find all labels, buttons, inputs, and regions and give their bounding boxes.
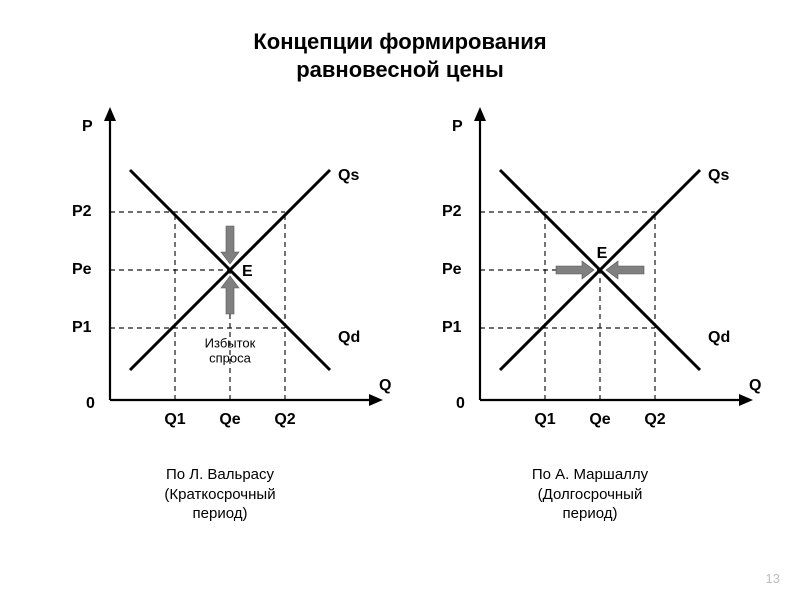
caption-marshall-line3: период) — [563, 505, 618, 522]
svg-text:Pe: Pe — [442, 261, 462, 278]
chart-panel-marshall: P P2 Pe P1 0 Q Q1 Qe Q2 Qs Qd E — [410, 100, 770, 460]
marshall-chart-svg: P P2 Pe P1 0 Q Q1 Qe Q2 Qs Qd E — [410, 100, 770, 460]
svg-text:P: P — [82, 118, 93, 135]
svg-text:Q1: Q1 — [164, 411, 185, 428]
walras-chart-svg: P P2 Pe P1 0 Q Q1 Qe Q2 Qs Qd E Избытокспроса — [40, 100, 400, 460]
svg-text:Q2: Q2 — [274, 411, 295, 428]
svg-text:Qd: Qd — [338, 329, 360, 346]
svg-text:P: P — [452, 118, 463, 135]
title-line-2: равновесной цены — [296, 57, 504, 82]
svg-text:P1: P1 — [442, 319, 462, 336]
caption-walras-line2: (Краткосрочный — [164, 486, 275, 503]
svg-text:Q1: Q1 — [534, 411, 555, 428]
svg-text:Qs: Qs — [708, 167, 729, 184]
svg-text:P2: P2 — [72, 203, 92, 220]
caption-walras-line3: период) — [193, 505, 248, 522]
title-line-1: Концепции формирования — [253, 29, 546, 54]
page-title: Концепции формирования равновесной цены — [0, 28, 800, 83]
svg-text:Q: Q — [379, 377, 391, 394]
svg-text:0: 0 — [456, 395, 465, 412]
svg-text:Pe: Pe — [72, 261, 92, 278]
caption-walras: По Л. Вальрасу (Краткосрочный период) — [40, 465, 400, 524]
caption-marshall: По А. Маршаллу (Долгосрочный период) — [410, 465, 770, 524]
svg-text:P2: P2 — [442, 203, 462, 220]
caption-walras-line1: По Л. Вальрасу — [166, 466, 274, 483]
caption-marshall-line1: По А. Маршаллу — [532, 466, 648, 483]
caption-marshall-line2: (Долгосрочный — [538, 486, 643, 503]
svg-text:Qe: Qe — [589, 411, 610, 428]
svg-text:0: 0 — [86, 395, 95, 412]
svg-text:Q: Q — [749, 377, 761, 394]
svg-text:P1: P1 — [72, 319, 92, 336]
svg-text:Qs: Qs — [338, 167, 359, 184]
svg-text:спроса: спроса — [209, 350, 251, 365]
chart-panel-walras: P P2 Pe P1 0 Q Q1 Qe Q2 Qs Qd E Избытокспроса — [40, 100, 400, 460]
svg-text:Qe: Qe — [219, 411, 240, 428]
svg-text:Q2: Q2 — [644, 411, 665, 428]
svg-text:Qd: Qd — [708, 329, 730, 346]
page-number: 13 — [766, 571, 780, 586]
svg-text:Избыток: Избыток — [205, 335, 256, 350]
svg-text:E: E — [242, 263, 253, 280]
svg-text:E: E — [597, 245, 608, 262]
